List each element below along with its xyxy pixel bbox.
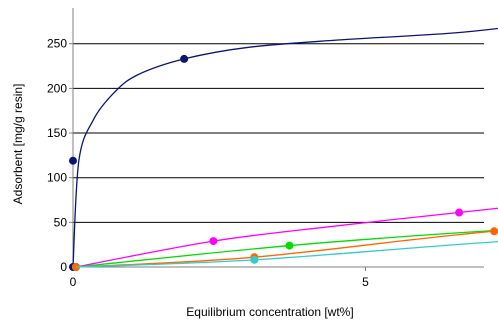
tick-labels: 050100150200250051 01 5 bbox=[47, 37, 369, 289]
x-tick-label-0: 0 bbox=[70, 275, 77, 289]
y-tick-label-100: 100 bbox=[47, 171, 67, 185]
y-tick-label-250: 250 bbox=[47, 37, 67, 51]
y-tick-label-150: 150 bbox=[47, 126, 67, 140]
axes bbox=[69, 8, 484, 271]
series-3-point-2 bbox=[285, 241, 294, 250]
gridlines bbox=[73, 43, 484, 223]
series-1-point-3 bbox=[180, 54, 189, 63]
data-series bbox=[69, 27, 498, 271]
series-5-line bbox=[75, 240, 498, 268]
y-tick-label-200: 200 bbox=[47, 81, 67, 95]
x-axis-title: Equilibrium concentration [wt%] bbox=[186, 305, 353, 319]
x-tick-label-5: 5 bbox=[362, 275, 369, 289]
series-1-line bbox=[72, 27, 498, 268]
series-2-point-2 bbox=[209, 237, 218, 246]
series-4-line bbox=[75, 230, 498, 268]
y-tick-label-0: 0 bbox=[60, 260, 67, 274]
series-3-line bbox=[75, 229, 498, 268]
series-2-point-3 bbox=[455, 208, 464, 217]
series-1-point-2 bbox=[69, 156, 77, 165]
series-5-point-1 bbox=[250, 255, 259, 264]
y-tick-label-50: 50 bbox=[54, 215, 68, 229]
series-5 bbox=[75, 240, 498, 268]
series-2-line bbox=[75, 207, 498, 268]
y-axis-title: Adsorbent [mg/g resin] bbox=[11, 84, 25, 205]
series-4-point-3 bbox=[490, 227, 498, 236]
